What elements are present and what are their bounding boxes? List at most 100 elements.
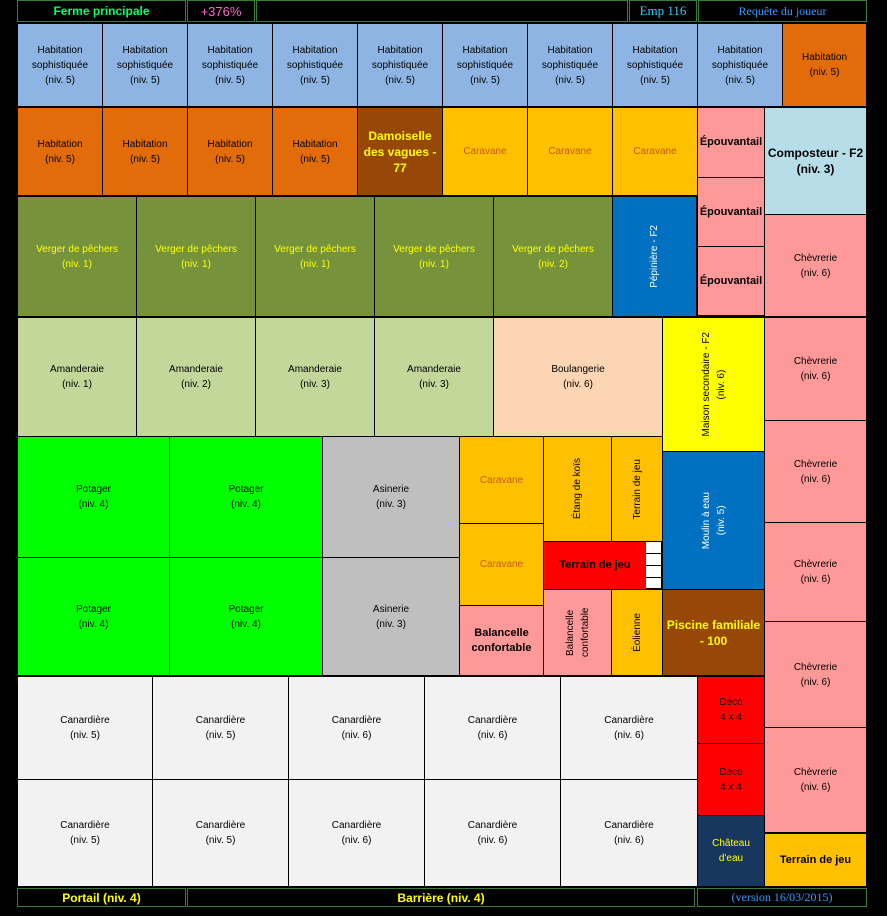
farm-cell: Boulangerie (niv. 6) xyxy=(493,317,663,437)
cell-name: Verger de pêchers xyxy=(393,243,475,255)
cell-text: Amanderaie (niv. 3) xyxy=(288,362,342,392)
cell-name: Habitation xyxy=(292,138,338,150)
farm-cell: Pépinière - F2 xyxy=(612,196,697,317)
farm-cell: Balancelle confortable xyxy=(543,589,612,676)
cell-name: Épouvantail xyxy=(699,136,763,148)
cell-text: Éolienne xyxy=(630,613,645,652)
cell-name: Caravane xyxy=(479,559,524,570)
cell-name: Canardière xyxy=(331,820,382,831)
cell-text: Caravane xyxy=(480,557,523,572)
cell-text: Canardière (niv. 6) xyxy=(332,713,381,743)
farm-cell: Habitation sophistiquée (niv. 5) xyxy=(272,23,358,107)
cell-name: Habitation sophistiquée xyxy=(626,44,684,71)
cell-name: Potager xyxy=(228,484,264,495)
farm-cell: Habitation sophistiquée (niv. 5) xyxy=(697,23,783,107)
cell-level: (niv. 6) xyxy=(341,730,372,741)
farm-cell: Habitation (niv. 5) xyxy=(102,107,188,196)
cell-level: (niv. 4) xyxy=(231,618,261,630)
slot: Emp 116 xyxy=(629,0,697,22)
cell-level: (niv. 6) xyxy=(800,267,831,279)
cell-level: (niv. 2) xyxy=(538,258,568,270)
cell-level: (niv. 5) xyxy=(130,153,160,165)
cell-text: Habitation sophistiquée (niv. 5) xyxy=(615,43,695,88)
cell-text: Habitation sophistiquée (niv. 5) xyxy=(105,43,185,88)
cell-name: Château d'eau xyxy=(712,838,750,864)
cell-text: Canardière (niv. 5) xyxy=(60,818,109,848)
cell-name: Habitation xyxy=(801,52,848,63)
cell-name: Asinerie xyxy=(372,484,410,495)
cell-text: Habitation (niv. 5) xyxy=(802,50,847,80)
cell-name: Damoiselle des vagues - 77 xyxy=(363,128,437,175)
cell-text: Chèvrerie (niv. 6) xyxy=(794,557,837,587)
farm-cell: Damoiselle des vagues - 77 xyxy=(357,107,443,196)
cell-level: (niv. 5) xyxy=(385,74,415,86)
cell-text: Amanderaie (niv. 3) xyxy=(407,362,461,392)
cell-name: Caravane xyxy=(479,474,524,486)
farm-cell: Balancelle confortable xyxy=(459,605,544,676)
farm-cell: Piscine familiale - 100 xyxy=(662,589,765,676)
cell-text: Verger de pêchers (niv. 1) xyxy=(155,242,237,272)
cell-text: Caravane xyxy=(480,473,523,488)
cell-name: Terrain de jeu xyxy=(631,458,643,520)
cell-level: (niv. 5) xyxy=(215,153,245,165)
cell-name: Composteur - F2 xyxy=(767,146,864,160)
cell-name: Verger de pêchers xyxy=(36,243,118,255)
cell-name: Potager xyxy=(228,603,264,615)
cell-text: Étang de koïs xyxy=(570,458,585,519)
cell-name: Canardière xyxy=(60,820,110,831)
cell-text: Habitation sophistiquée (niv. 5) xyxy=(20,43,100,88)
cell-name: Potager xyxy=(75,484,112,495)
cell-text: Habitation (niv. 5) xyxy=(122,137,167,167)
cell-level: (niv. 5) xyxy=(130,74,160,86)
request: Requête du joueur xyxy=(698,0,867,22)
cell-text: Maison secondaire - F2 (niv. 6) xyxy=(699,332,729,437)
cell-level: (niv. 5) xyxy=(555,74,585,86)
cell-name: Canardière xyxy=(467,820,518,831)
cell-text: Verger de pêchers (niv. 1) xyxy=(393,242,475,272)
cell-text: Habitation sophistiquée (niv. 5) xyxy=(360,43,440,88)
farm-cell: Habitation sophistiquée (niv. 5) xyxy=(442,23,528,107)
farm-cell: Habitation sophistiquée (niv. 5) xyxy=(527,23,613,107)
cell-name: Canardière xyxy=(604,820,654,831)
cell-text: Habitation sophistiquée (niv. 5) xyxy=(190,43,270,88)
farm-cell: Canardière (niv. 6) xyxy=(288,779,425,887)
cell-level: 4 x 4 xyxy=(720,712,742,723)
cell-level: (niv. 1) xyxy=(300,258,330,270)
cell-level: (niv. 3) xyxy=(419,379,449,390)
cell-name: Canardière xyxy=(467,715,518,726)
cell-name: Habitation sophistiquée xyxy=(541,44,599,71)
cell-level: (niv. 5) xyxy=(300,74,330,86)
cell-text: Piscine familiale - 100 xyxy=(665,617,762,649)
cell-text: Potager (niv. 4) xyxy=(228,482,263,512)
farm-cell: Verger de pêchers (niv. 2) xyxy=(493,196,613,317)
farm-cell: Potager (niv. 4) xyxy=(17,557,170,676)
cell-name: Balancelle confortable xyxy=(471,626,532,654)
spare-slot xyxy=(646,542,661,588)
cell-name: Habitation sophistiquée xyxy=(456,44,514,71)
cell-text: Chèvrerie (niv. 6) xyxy=(794,251,837,281)
farm-cell: Éolienne xyxy=(611,589,663,676)
cell-level: (niv. 2) xyxy=(181,379,211,390)
cell-text: Chèvrerie (niv. 6) xyxy=(794,354,837,384)
farm-cell: Verger de pêchers (niv. 1) xyxy=(136,196,256,317)
cell-text: Balancelle confortable xyxy=(462,626,541,656)
cell-text: Moulin à eau (niv. 5) xyxy=(699,492,729,549)
farm-cell: Canardière (niv. 5) xyxy=(152,779,289,887)
farm-cell: Canardière (niv. 6) xyxy=(560,779,698,887)
farm-cell: Château d'eau xyxy=(697,815,765,887)
cell-text: Habitation sophistiquée (niv. 5) xyxy=(275,43,355,88)
cell-name: Habitation xyxy=(122,138,168,150)
cell-name: Maison secondaire - F2 xyxy=(700,332,712,437)
cell-name: Amanderaie xyxy=(407,364,461,375)
farm-cell: Déco 4 x 4 xyxy=(697,676,765,744)
cell-name: Amanderaie xyxy=(50,364,104,375)
cell-name: Déco xyxy=(719,697,743,708)
farm-cell: Canardière (niv. 6) xyxy=(424,676,561,780)
cell-text: Château d'eau xyxy=(700,836,762,866)
cell-name: Épouvantail xyxy=(699,274,763,287)
cell-level: (niv. 5) xyxy=(70,835,100,846)
cell-level: (niv. 1) xyxy=(181,258,211,270)
cell-text: Caravane xyxy=(633,144,676,159)
cell-level: (niv. 5) xyxy=(205,835,236,846)
